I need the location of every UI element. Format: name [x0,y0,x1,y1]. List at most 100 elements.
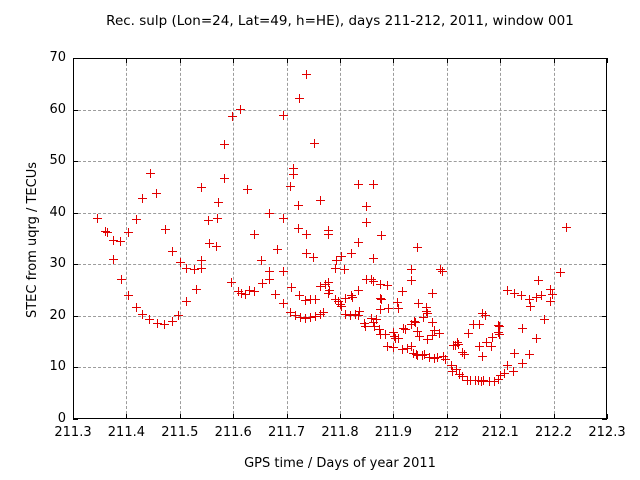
data-point-marker [454,339,464,349]
data-point-marker [309,252,319,262]
x-tick-label: 211.3 [54,425,92,440]
data-point-marker [152,319,162,329]
tick-mark-y [602,58,607,59]
x-tick-label: 212.3 [588,425,626,440]
data-point-marker [429,353,439,363]
tick-mark-y [602,264,607,265]
data-point-marker [403,343,413,353]
x-tick-label: 212.2 [534,425,573,440]
tick-mark-x [607,414,608,419]
data-point-marker [257,279,267,289]
tick-mark-x [554,414,555,419]
data-point-marker [294,201,304,210]
data-point-marker [421,302,431,312]
data-point-marker [455,369,465,379]
data-point-marker [383,342,393,352]
data-point-marker [376,329,386,339]
data-point-marker [562,223,572,233]
data-point-marker [361,321,371,331]
data-point-marker [301,296,311,306]
data-point-marker [264,274,274,284]
data-point-marker [424,353,434,363]
data-point-marker [509,349,519,359]
data-point-marker [453,338,462,348]
data-point-marker [452,365,462,374]
data-point-marker [486,342,496,352]
data-point-marker [450,340,460,350]
data-point-marker [457,347,467,357]
data-point-marker [509,288,519,298]
data-point-marker [377,295,387,305]
tick-mark-x [73,58,74,63]
data-point-marker [493,327,503,337]
tick-mark-x [287,414,288,419]
tick-mark-y [602,367,607,368]
data-point-marker [475,341,485,351]
data-point-marker [123,228,133,238]
data-point-marker [340,265,350,275]
data-point-marker [241,289,251,299]
data-point-marker [100,226,110,236]
data-point-marker [368,276,378,286]
data-point-marker [204,215,214,225]
data-point-marker [331,294,341,304]
data-point-marker [406,265,416,275]
data-point-marker [323,288,333,298]
data-point-marker [418,312,428,322]
data-point-marker [264,267,274,277]
data-point-marker [441,354,451,364]
data-point-marker [337,301,347,311]
data-point-marker [220,173,230,183]
tick-mark-x [393,58,394,63]
data-point-marker [368,254,378,264]
y-tick-label: 0 [57,411,66,426]
data-point-marker [138,310,148,320]
data-point-marker [414,298,424,308]
data-point-marker [478,351,488,361]
tick-mark-x [180,58,181,63]
data-point-marker [316,195,326,205]
data-point-marker [306,312,316,322]
data-point-marker [93,213,103,223]
data-point-marker [394,333,404,343]
data-point-marker [306,295,316,305]
data-point-marker [243,184,253,194]
data-point-marker [234,287,244,297]
data-point-marker [116,237,126,247]
data-point-marker [409,317,419,327]
data-point-marker [309,138,319,148]
x-axis-label: GPS time / Days of year 2011 [244,456,436,471]
data-point-marker [294,93,304,103]
data-point-marker [398,323,408,333]
y-tick-label: 60 [49,101,66,117]
tick-mark-y [73,419,78,420]
tick-mark-y [73,110,78,111]
tick-mark-y [73,264,78,265]
data-point-marker [429,325,439,335]
tick-mark-y [73,58,78,59]
data-point-marker [474,319,484,329]
data-point-marker [368,179,378,189]
data-point-marker [414,332,424,341]
data-point-marker [537,291,547,301]
data-point-marker [138,193,148,203]
data-point-marker [296,312,306,322]
data-point-marker [108,254,118,264]
data-point-marker [473,375,483,385]
data-point-marker [406,342,416,352]
data-point-marker [525,295,535,305]
data-point-marker [413,243,423,253]
y-tick-label: 70 [49,50,66,65]
data-point-marker [361,202,371,212]
data-point-marker [517,291,527,301]
data-point-marker [383,281,393,291]
tick-mark-y [73,316,78,317]
data-point-marker [555,268,565,278]
data-point-marker [466,376,476,386]
data-point-marker [525,350,535,360]
data-point-marker [359,319,369,329]
data-point-marker [457,371,467,381]
data-point-marker [390,332,399,341]
data-point-marker [226,277,236,287]
data-point-marker [131,302,141,312]
